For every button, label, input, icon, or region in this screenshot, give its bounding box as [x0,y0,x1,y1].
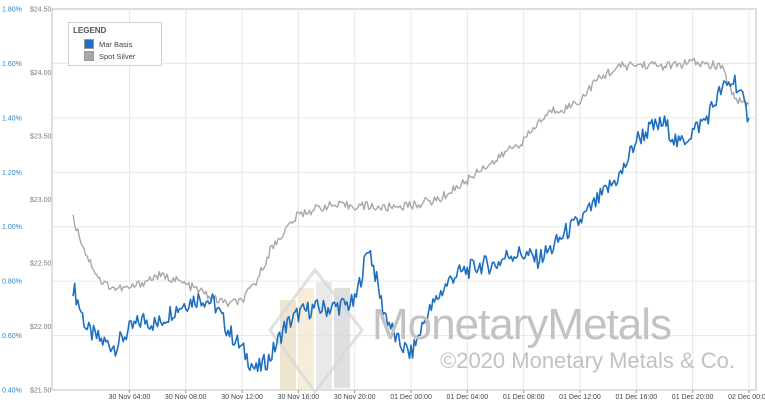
legend-item-spot-silver[interactable]: Spot Silver [84,51,135,61]
series-layer [72,57,750,373]
series-line-mar-basis [72,74,750,373]
y-right-tick-label: $24.50 [30,7,52,14]
axes-layer: 1.80% 1.60% 1.40% 1.20% 1.00% 0.80% 0.60% 0.40%… [2,7,765,402]
x-tick-label: 30 Nov 08:00 [165,394,207,401]
x-tick-label: 01 Dec 04:00 [447,394,489,401]
legend: LEGEND Mar Basis Spot Silver [68,22,162,66]
y-left-tick-label: 0.80% [2,279,22,286]
series-line-spot-silver [72,57,750,308]
x-tick-label: 30 Nov 20:00 [334,394,376,401]
x-tick-label: 01 Dec 08:00 [503,394,545,401]
y-right-tick-label: $23.00 [30,197,52,204]
x-tick-label: 30 Nov 12:00 [221,394,263,401]
legend-item-mar-basis[interactable]: Mar Basis [84,39,132,49]
watermark-logo-frame [268,267,364,395]
x-tick-label: 01 Dec 16:00 [615,394,657,401]
watermark-logo-bar [298,288,314,390]
y-left-tick-label: 1.00% [2,224,22,231]
x-tick-label: 01 Dec 00:00 [390,394,432,401]
y-right-tick-label: $22.00 [30,324,52,331]
y-right-tick-label: $24.00 [30,70,52,77]
y-left-tick-label: 1.80% [2,7,22,14]
legend-title: LEGEND [73,26,107,35]
watermark-logo [268,267,364,395]
x-tick-label: 01 Dec 20:00 [672,394,714,401]
x-tick-label: 30 Nov 16:00 [278,394,320,401]
y-right-tick-label: $23.50 [30,134,52,141]
x-tick-label: 02 Dec 00:00 [728,394,765,401]
x-tick-label: 01 Dec 12:00 [559,394,601,401]
watermark-brand: MonetaryMetals [372,300,672,349]
y-right-tick-label: $21.50 [30,388,52,395]
y-left-tick-label: 1.20% [2,170,22,177]
plot-border [51,8,757,391]
legend-label-spot-silver: Spot Silver [99,51,136,61]
watermark-copyright: ©2020 Monetary Metals & Co. [440,348,736,373]
legend-swatch-mar-basis [84,39,94,49]
y-left-tick-label: 1.40% [2,115,22,122]
y-right-tick-label: $22.50 [30,261,52,268]
y-left-tick-label: 1.60% [2,61,22,68]
x-tick-label: 30 Nov 04:00 [109,394,151,401]
y-left-tick-label: 0.60% [2,333,22,340]
legend-swatch-spot-silver [84,51,94,61]
y-left-tick-label: 0.40% [2,388,22,395]
legend-label-mar-basis: Mar Basis [99,39,133,49]
